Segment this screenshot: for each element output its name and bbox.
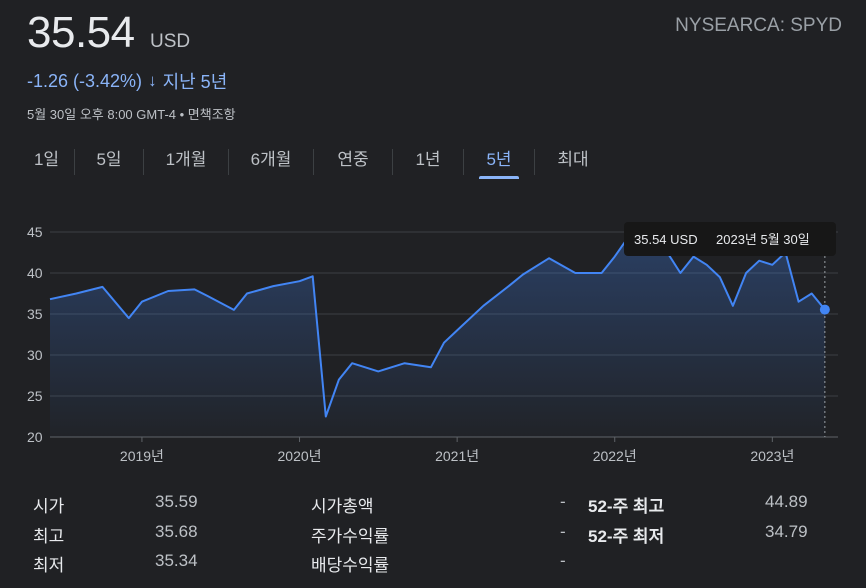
currency-label: USD	[150, 31, 191, 52]
tab-divider	[463, 149, 464, 175]
stat-low-value: 35.34	[155, 551, 198, 570]
tab-divider	[74, 149, 75, 175]
price-area	[50, 237, 825, 437]
price-chart[interactable]: 45 40 35 30 25 20 2019년 2020년 2021년 2022년 2023년 3…	[0, 210, 866, 475]
x-tick-label: 2019년	[120, 448, 164, 464]
exchange-ticker: NYSEARCA: SPYD	[675, 15, 842, 36]
stat-open-label: 시가	[33, 497, 65, 516]
stat-dividend-yield-value: -	[560, 551, 566, 570]
current-point-marker	[819, 304, 830, 315]
stat-52w-high-value: 44.89	[765, 492, 808, 511]
stat-high-value: 35.68	[155, 522, 198, 541]
stat-open-value: 35.59	[155, 492, 198, 511]
price-change: -1.26 (-3.42%) ↓ 지난 5년	[27, 68, 227, 94]
tab-divider	[534, 149, 535, 175]
tab-ytd[interactable]: 연중	[337, 150, 369, 169]
stat-52w-low-label: 52-주 최저	[588, 527, 665, 546]
x-axis: 2019년 2020년 2021년 2022년 2023년	[50, 436, 838, 464]
stat-low-label: 최저	[33, 556, 65, 575]
y-tick-label: 35	[27, 306, 43, 322]
change-period: 지난 5년	[162, 72, 228, 92]
current-price: 35.54	[27, 8, 135, 57]
timestamp-disclaimer[interactable]: 5월 30일 오후 8:00 GMT-4 • 면책조항	[27, 107, 236, 122]
time-range-tabs: 1일 5일 1개월 6개월 연중 1년 5년 최대	[19, 145, 611, 179]
tab-max[interactable]: 최대	[557, 150, 589, 169]
tab-divider	[313, 149, 314, 175]
tab-1y[interactable]: 1년	[415, 150, 441, 169]
y-tick-label: 25	[27, 388, 43, 404]
x-tick-label: 2021년	[435, 448, 479, 464]
tooltip-background	[624, 222, 836, 256]
tab-1d[interactable]: 1일	[33, 150, 60, 169]
stat-dividend-yield-label: 배당수익률	[311, 556, 390, 575]
stat-52w-high-label: 52-주 최고	[588, 497, 665, 516]
tab-1m[interactable]: 1개월	[165, 150, 207, 169]
stat-pe-ratio-value: -	[560, 522, 566, 541]
price-line	[49, 236, 826, 418]
hover-tooltip: 35.54 USD 2023년 5월 30일	[624, 222, 836, 256]
y-tick-label: 45	[27, 224, 43, 240]
tab-6m[interactable]: 6개월	[250, 150, 292, 169]
tab-divider	[392, 149, 393, 175]
y-axis: 45 40 35 30 25 20	[27, 224, 43, 445]
tab-5y[interactable]: 5년	[479, 145, 519, 179]
y-tick-label: 40	[27, 265, 43, 281]
y-tick-label: 20	[27, 429, 43, 445]
stat-high-label: 최고	[33, 527, 65, 546]
tab-5d[interactable]: 5일	[96, 150, 122, 169]
arrow-down-icon: ↓	[148, 71, 157, 90]
tab-divider	[143, 149, 144, 175]
stat-market-cap-value: -	[560, 492, 566, 511]
tooltip-value: 35.54 USD	[634, 232, 698, 247]
stat-pe-ratio-label: 주가수익률	[311, 527, 390, 546]
stat-market-cap-label: 시가총액	[311, 497, 374, 516]
y-tick-label: 30	[27, 347, 43, 363]
change-value: -1.26 (-3.42%)	[27, 70, 143, 91]
x-tick-label: 2022년	[593, 448, 637, 464]
stat-52w-low-value: 34.79	[765, 522, 808, 541]
x-tick-label: 2023년	[750, 448, 794, 464]
x-tick-label: 2020년	[278, 448, 322, 464]
tab-divider	[228, 149, 229, 175]
tooltip-date: 2023년 5월 30일	[716, 232, 810, 247]
